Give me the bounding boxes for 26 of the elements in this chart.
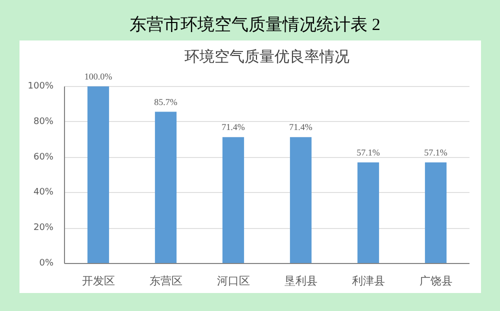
data-label: 85.7%: [154, 96, 178, 107]
bar: [87, 86, 110, 264]
bar: [222, 137, 244, 264]
bar: [357, 162, 380, 264]
chart-title: 环境空气质量优良率情况: [184, 48, 350, 66]
y-tick-label: 60%: [33, 152, 54, 162]
text: 东营市环境空气质量情况统计表 2: [130, 14, 380, 36]
data-label: 100.0%: [84, 71, 113, 82]
x-tick-label: 东营区: [149, 274, 182, 288]
y-tick-label: 80%: [33, 116, 54, 127]
y-tick-label: 40%: [33, 188, 54, 198]
x-tick-label: 广饶县: [419, 274, 452, 288]
x-tick-label: 河口区: [216, 274, 250, 288]
y-tick-label: 0%: [39, 258, 54, 268]
data-label: 57.1%: [356, 147, 380, 158]
bar: [154, 112, 177, 264]
data-label: 57.1%: [424, 147, 448, 158]
data-label: 71.4%: [222, 122, 246, 132]
bar: [424, 162, 447, 264]
x-tick-label: 垦利县: [284, 274, 318, 288]
data-label: 71.4%: [289, 122, 313, 132]
bar: [290, 137, 312, 264]
y-tick-label: 100%: [28, 81, 54, 92]
x-tick-label: 开发区: [82, 274, 115, 288]
x-tick-label: 利津县: [352, 274, 385, 288]
y-tick-label: 20%: [33, 223, 54, 234]
